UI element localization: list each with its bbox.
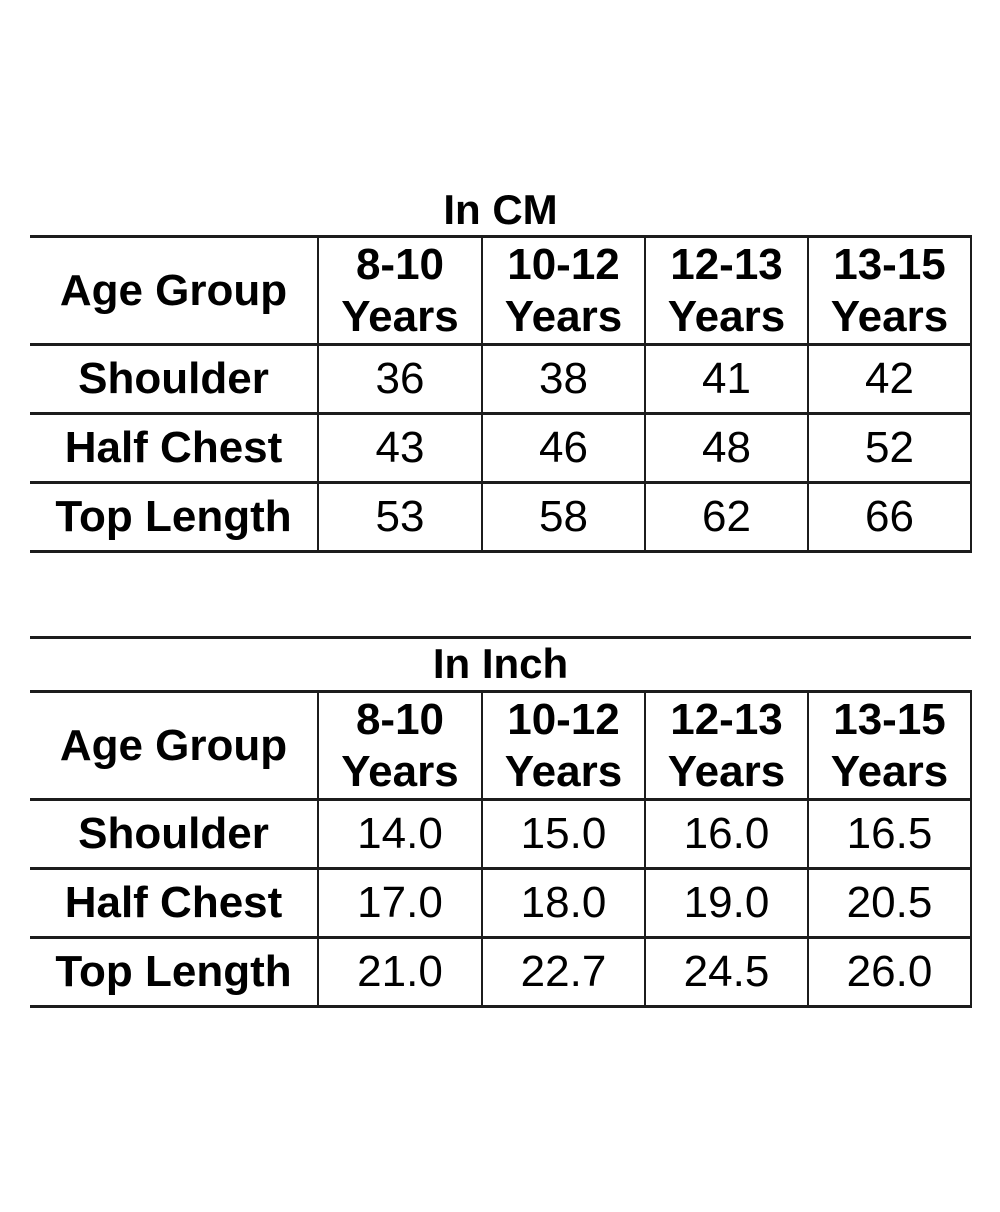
inch-column-header-2: 12-13 Years	[644, 690, 808, 801]
value-cell: 20.5	[807, 867, 972, 939]
cm-column-header-0: 8-10 Years	[317, 235, 482, 346]
inch-column-header-1: 10-12 Years	[481, 690, 645, 801]
value-cell: 38	[481, 343, 645, 415]
value-cell: 21.0	[317, 936, 482, 1008]
age-unit: Years	[667, 746, 786, 796]
inch-table-title: In Inch	[30, 636, 971, 690]
age-range: 12-13	[670, 239, 783, 289]
value-cell: 48	[644, 412, 808, 484]
age-unit: Years	[341, 291, 459, 341]
age-range: 13-15	[833, 239, 946, 289]
section-gap	[30, 553, 971, 636]
cm-row-top-length: Top Length 53 58 62 66	[30, 481, 972, 553]
value-cell: 16.0	[644, 798, 808, 870]
inch-row-shoulder: Shoulder 14.0 15.0 16.0 16.5	[30, 798, 972, 870]
age-range: 8-10	[355, 239, 445, 289]
inch-size-table: Age Group 8-10 Years 10-12 Years 12-13 Y…	[30, 690, 972, 1008]
cm-row-half-chest: Half Chest 43 46 48 52	[30, 412, 972, 484]
row-label: Half Chest	[30, 412, 318, 484]
age-unit: Years	[667, 291, 786, 341]
value-cell: 46	[481, 412, 645, 484]
inch-age-group-label: Age Group	[30, 690, 318, 801]
cm-row-shoulder: Shoulder 36 38 41 42	[30, 343, 972, 415]
value-cell: 16.5	[807, 798, 972, 870]
value-cell: 53	[317, 481, 482, 553]
value-cell: 43	[317, 412, 482, 484]
value-cell: 18.0	[481, 867, 645, 939]
value-cell: 66	[807, 481, 972, 553]
row-label: Top Length	[30, 936, 318, 1008]
age-range: 13-15	[833, 694, 946, 744]
row-label: Half Chest	[30, 867, 318, 939]
age-range: 10-12	[507, 239, 620, 289]
value-cell: 41	[644, 343, 808, 415]
inch-row-half-chest: Half Chest 17.0 18.0 19.0 20.5	[30, 867, 972, 939]
age-range: 8-10	[355, 694, 445, 744]
cm-column-header-2: 12-13 Years	[644, 235, 808, 346]
size-chart-content: In CM Age Group 8-10 Years 10-12 Years	[30, 186, 972, 1008]
value-cell: 14.0	[317, 798, 482, 870]
row-label: Shoulder	[30, 343, 318, 415]
inch-row-top-length: Top Length 21.0 22.7 24.5 26.0	[30, 936, 972, 1008]
age-unit: Years	[341, 746, 459, 796]
cm-column-header-1: 10-12 Years	[481, 235, 645, 346]
value-cell: 58	[481, 481, 645, 553]
inch-header-row: Age Group 8-10 Years 10-12 Years 12-13 Y…	[30, 690, 972, 801]
value-cell: 26.0	[807, 936, 972, 1008]
value-cell: 17.0	[317, 867, 482, 939]
cm-column-header-3: 13-15 Years	[807, 235, 972, 346]
value-cell: 62	[644, 481, 808, 553]
cm-header-row: Age Group 8-10 Years 10-12 Years 12-13 Y…	[30, 235, 972, 346]
age-unit: Years	[504, 291, 623, 341]
age-unit: Years	[830, 746, 949, 796]
value-cell: 24.5	[644, 936, 808, 1008]
age-unit: Years	[830, 291, 949, 341]
row-label: Top Length	[30, 481, 318, 553]
cm-age-group-label: Age Group	[30, 235, 318, 346]
inch-column-header-3: 13-15 Years	[807, 690, 972, 801]
inch-column-header-0: 8-10 Years	[317, 690, 482, 801]
age-range: 10-12	[507, 694, 620, 744]
value-cell: 19.0	[644, 867, 808, 939]
age-unit: Years	[504, 746, 623, 796]
value-cell: 15.0	[481, 798, 645, 870]
cm-table-title: In CM	[443, 186, 558, 233]
row-label: Shoulder	[30, 798, 318, 870]
age-range: 12-13	[670, 694, 783, 744]
value-cell: 42	[807, 343, 972, 415]
cm-size-table: Age Group 8-10 Years 10-12 Years 12-13 Y…	[30, 235, 972, 553]
value-cell: 36	[317, 343, 482, 415]
value-cell: 22.7	[481, 936, 645, 1008]
value-cell: 52	[807, 412, 972, 484]
